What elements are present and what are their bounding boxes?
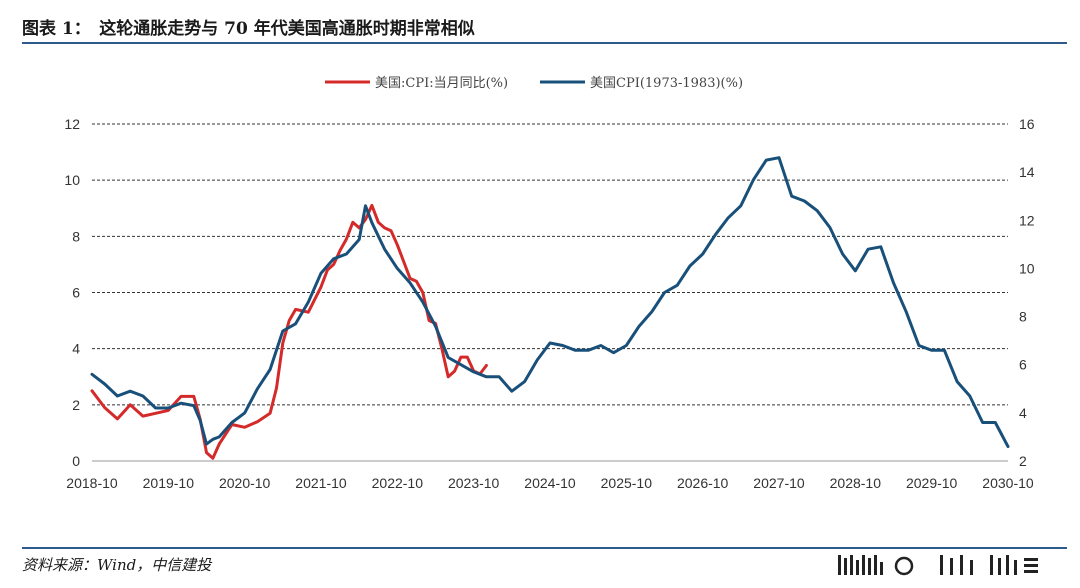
x-tick-label: 2020-10 bbox=[219, 475, 271, 491]
y-left-tick-label: 6 bbox=[72, 285, 80, 301]
series-line-us-cpi-yoy bbox=[90, 203, 488, 460]
x-tick-label: 2021-10 bbox=[295, 475, 347, 491]
left-y-axis: 0 2 4 6 8 10 12 bbox=[64, 116, 80, 469]
right-y-axis: 2 4 6 8 10 12 14 16 bbox=[1019, 116, 1035, 469]
y-right-tick-label: 4 bbox=[1019, 405, 1027, 421]
title-divider bbox=[22, 42, 1067, 44]
source-note: 资料来源：Wind，中信建投 bbox=[22, 556, 212, 574]
legend-label: 美国:CPI:当月同比(%) bbox=[375, 76, 508, 91]
x-tick-label: 2030-10 bbox=[982, 475, 1034, 491]
y-right-tick-label: 10 bbox=[1019, 260, 1035, 276]
series-lines bbox=[90, 156, 1010, 460]
watermark-icon bbox=[838, 555, 1038, 576]
footer-divider bbox=[22, 547, 1067, 549]
y-right-tick-label: 12 bbox=[1019, 212, 1035, 228]
y-right-tick-label: 2 bbox=[1019, 453, 1027, 469]
y-right-tick-label: 8 bbox=[1019, 309, 1027, 325]
x-tick-label: 2022-10 bbox=[372, 475, 424, 491]
legend: 美国:CPI:当月同比(%) 美国CPI(1973-1983)(%) bbox=[325, 76, 743, 91]
figure-title: 图表 1： 这轮通胀走势与 70 年代美国高通胀时期非常相似 bbox=[22, 19, 475, 39]
x-tick-label: 2029-10 bbox=[906, 475, 958, 491]
x-tick-label: 2023-10 bbox=[448, 475, 500, 491]
y-left-tick-label: 4 bbox=[72, 341, 80, 357]
y-left-tick-label: 10 bbox=[64, 172, 80, 188]
x-tick-label: 2025-10 bbox=[601, 475, 653, 491]
series-line-us-cpi-1973-1983 bbox=[90, 156, 1010, 449]
y-left-tick-label: 0 bbox=[72, 453, 80, 469]
x-tick-label: 2024-10 bbox=[524, 475, 576, 491]
x-tick-label: 2018-10 bbox=[66, 475, 118, 491]
x-tick-label: 2027-10 bbox=[753, 475, 805, 491]
y-right-tick-label: 14 bbox=[1019, 164, 1035, 180]
y-left-tick-label: 12 bbox=[64, 116, 80, 132]
y-right-tick-label: 16 bbox=[1019, 116, 1035, 132]
y-left-tick-label: 2 bbox=[72, 397, 80, 413]
x-axis: 2018-10 2019-10 2020-10 2021-10 2022-10 2023-… bbox=[66, 475, 1034, 491]
x-tick-label: 2028-10 bbox=[830, 475, 882, 491]
y-left-tick-label: 8 bbox=[72, 228, 80, 244]
y-right-tick-label: 6 bbox=[1019, 357, 1027, 373]
gridlines bbox=[92, 123, 1008, 462]
line-chart: 美国:CPI:当月同比(%) 美国CPI(1973-1983)(%) 0 2 4 6 8 1… bbox=[64, 76, 1035, 491]
x-tick-label: 2019-10 bbox=[143, 475, 195, 491]
legend-label: 美国CPI(1973-1983)(%) bbox=[590, 76, 743, 91]
x-tick-label: 2026-10 bbox=[677, 475, 729, 491]
